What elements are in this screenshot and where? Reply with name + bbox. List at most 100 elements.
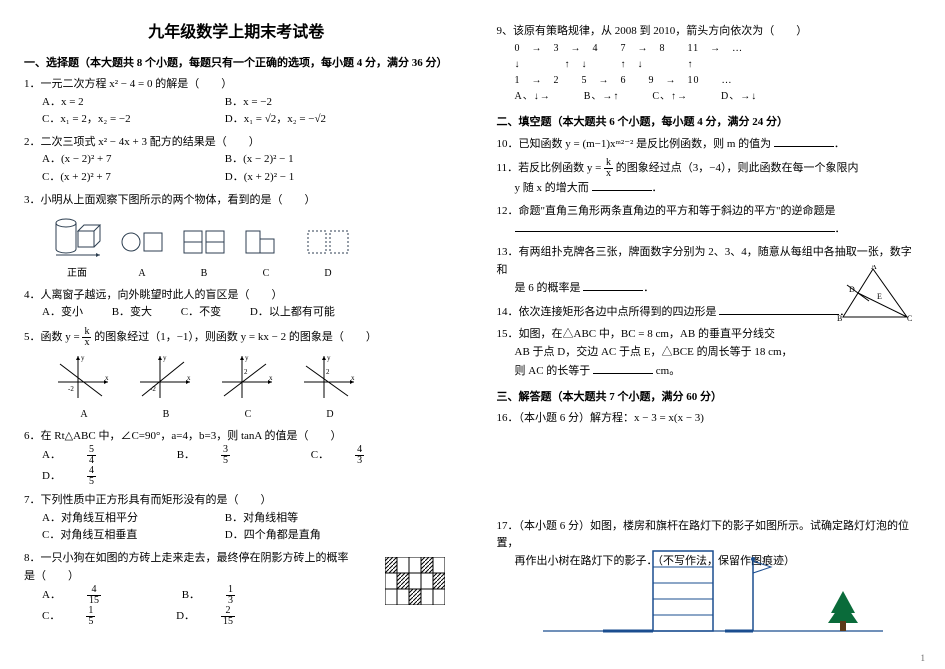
q5-graphs: x y -2 A x y -2 B (58, 354, 449, 423)
svg-text:y: y (163, 354, 167, 362)
right-column: 9、该原有策略规律，从 2008 到 2010，箭头方向依次为（ ） 0 → 3… (473, 0, 945, 669)
q15-blank (593, 362, 653, 374)
q14-blank (719, 303, 839, 315)
q2-opt-b: B．(x − 2)² − 1 (225, 151, 405, 169)
q8: 8．一只小狗在如图的方砖上走来走去，最终停在阴影方砖上的概率是（ ） A．415… (24, 550, 354, 627)
q8-opt-a: A．415 (42, 585, 153, 606)
q1-opt-d: D．x₁ = √2，x₂ = −√2 (225, 111, 405, 129)
q8-stem: 8．一只小狗在如图的方砖上走来走去，最终停在阴影方砖上的概率是（ ） (24, 550, 354, 585)
section-1-head: 一、选择题（本大题共 8 个小题，每题只有一个正确的选项，每小题 4 分，满分 … (24, 54, 449, 70)
q3-opt-d-fig: D (306, 227, 350, 282)
svg-text:y: y (327, 354, 331, 362)
q5: 5．函数 y = kx 的图象经过（1，−1），则函数 y = kx − 2 的… (24, 327, 449, 423)
q6-opt-a: A．54 (42, 445, 148, 466)
q5-graph-d: x y 2 D (304, 354, 356, 423)
svg-text:A: A (871, 265, 877, 271)
q13-blank (583, 279, 643, 291)
q2: 2．二次三项式 x² − 4x + 3 配方的结果是（ ） A．(x − 2)²… (24, 134, 449, 187)
q3-c-label: C (244, 266, 288, 282)
q6-opt-d: D．45 (42, 466, 148, 487)
q3-b-label: B (182, 266, 226, 282)
q11: 11．若反比例函数 y = kx 的图象经过点（3，−4），则此函数在每一个象限… (497, 158, 922, 198)
q7-opt-b: B．对角线相等 (225, 510, 405, 528)
q1-opt-b: B．x = −2 (225, 94, 405, 112)
q4-opt-b: B．变大 (112, 304, 152, 322)
section-2-head: 二、填空题（本大题共 6 个小题，每小题 4 分，满分 24 分） (497, 113, 922, 129)
q4-opt-d: D．以上都有可能 (250, 304, 335, 322)
q8-opt-b: B．13 (182, 585, 287, 606)
q9-row3: 1 → 2 5 → 6 9 → 10 … (515, 73, 922, 89)
q4: 4．人离窗子越远，向外眺望时此人的盲区是（ ） A．变小 B．变大 C．不变 D… (24, 287, 449, 322)
q5-b-label: B (140, 407, 192, 423)
svg-text:B: B (837, 314, 842, 323)
q2-stem: 2．二次三项式 x² − 4x + 3 配方的结果是（ ） (24, 134, 449, 152)
q5-d-label: D (304, 407, 356, 423)
q8-grid-figure (385, 557, 445, 605)
q1-opt-a: A．x = 2 (42, 94, 222, 112)
q7-opt-a: A．对角线互相平分 (42, 510, 222, 528)
q5-a-label: A (58, 407, 110, 423)
q3-opt-c-fig: C (244, 227, 288, 282)
svg-text:E: E (877, 292, 882, 301)
exam-title: 九年级数学上期末考试卷 (24, 18, 449, 42)
svg-text:-2: -2 (150, 385, 156, 393)
q12-blank (515, 220, 835, 232)
q7-stem: 7．下列性质中正方形具有而矩形没有的是（ ） (24, 492, 449, 510)
q7: 7．下列性质中正方形具有而矩形没有的是（ ） A．对角线互相平分 B．对角线相等… (24, 492, 449, 545)
q3-opt-a-fig: A (120, 227, 164, 282)
q7-opt-c: C．对角线互相垂直 (42, 527, 222, 545)
q5-graph-c: xy 2 C (222, 354, 274, 423)
q5-stem: 5．函数 y = kx 的图象经过（1，−1），则函数 y = kx − 2 的… (24, 327, 449, 348)
q3-opt-b-fig: B (182, 227, 226, 282)
q6-opt-c: C．43 (311, 445, 416, 466)
svg-text:2: 2 (326, 368, 330, 376)
svg-text:y: y (245, 354, 249, 362)
svg-text:x: x (105, 374, 109, 382)
q1-stem: 1．一元二次方程 x² − 4 = 0 的解是（ ） (24, 76, 449, 94)
q3-d-label: D (306, 266, 350, 282)
q15-triangle-figure: A B C D E (837, 265, 915, 325)
q7-opt-d: D．四个角都是直角 (225, 527, 405, 545)
q15: 15．如图，在△ABC 中，BC = 8 cm，AB 的垂直平分线交 AB 于点… (497, 326, 817, 380)
q10-blank (774, 135, 834, 147)
q3: 3．小明从上面观察下图所示的两个物体，看到的是（ ） (24, 192, 449, 282)
svg-text:x: x (269, 374, 273, 382)
q11-blank (592, 179, 652, 191)
q5-c-label: C (222, 407, 274, 423)
q9-row2: ↓ ↑ ↓ ↑ ↓ ↑ (515, 57, 922, 73)
q2-opt-d: D．(x + 2)² − 1 (225, 169, 405, 187)
q3-main-fig: 正面 (52, 215, 102, 282)
q2-opt-a: A．(x − 2)² + 7 (42, 151, 222, 169)
q3-stem: 3．小明从上面观察下图所示的两个物体，看到的是（ ） (24, 192, 449, 210)
q4-stem: 4．人离窗子越远，向外眺望时此人的盲区是（ ） (24, 287, 449, 305)
q8-opt-c: C．15 (42, 606, 147, 627)
left-column: 九年级数学上期末考试卷 一、选择题（本大题共 8 个小题，每题只有一个正确的选项… (0, 0, 473, 669)
q4-opt-a: A．变小 (42, 304, 83, 322)
q4-opt-c: C．不变 (181, 304, 221, 322)
q16: 16．（本小题 6 分）解方程：x − 3 = x(x − 3) (497, 410, 922, 428)
q8-opt-d: D．215 (176, 606, 287, 627)
page-number: 1 (921, 653, 926, 663)
section-3-head: 三、解答题（本大题共 7 个小题，满分 60 分） (497, 388, 922, 404)
svg-text:y: y (81, 354, 85, 362)
q3-figures: 正面 A B C D (52, 215, 449, 282)
q9-row1: 0 → 3 → 4 7 → 8 11 → … (515, 41, 922, 57)
svg-text:-2: -2 (68, 385, 74, 393)
svg-text:D: D (849, 285, 855, 294)
q6-opt-b: B．35 (177, 445, 282, 466)
q6-stem: 6．在 Rt△ABC 中，∠C=90°，a=4，b=3，则 tanA 的值是（ … (24, 428, 449, 446)
q9: 9、该原有策略规律，从 2008 到 2010，箭头方向依次为（ ） 0 → 3… (497, 23, 922, 105)
q12: 12．命题"直角三角形两条直角边的平方和等于斜边的平方"的逆命题是 ． (497, 203, 922, 239)
q6: 6．在 Rt△ABC 中，∠C=90°，a=4，b=3，则 tanA 的值是（ … (24, 428, 449, 488)
svg-text:x: x (187, 374, 191, 382)
q10: 10．已知函数 y = (m−1)xᵐ²⁻² 是反比例函数，则 m 的值为 ． (497, 135, 922, 154)
svg-text:C: C (907, 314, 912, 323)
q9-opts: A、↓→ B、→↑ C、↑→ D、→↓ (515, 89, 922, 105)
q17-scene-figure (543, 531, 883, 641)
q3-main-label: 正面 (52, 266, 102, 282)
q1: 1．一元二次方程 x² − 4 = 0 的解是（ ） A．x = 2 B．x =… (24, 76, 449, 129)
svg-text:x: x (351, 374, 355, 382)
q5-graph-a: x y -2 A (58, 354, 110, 423)
q9-stem: 9、该原有策略规律，从 2008 到 2010，箭头方向依次为（ ） (497, 23, 922, 41)
q3-a-label: A (120, 266, 164, 282)
